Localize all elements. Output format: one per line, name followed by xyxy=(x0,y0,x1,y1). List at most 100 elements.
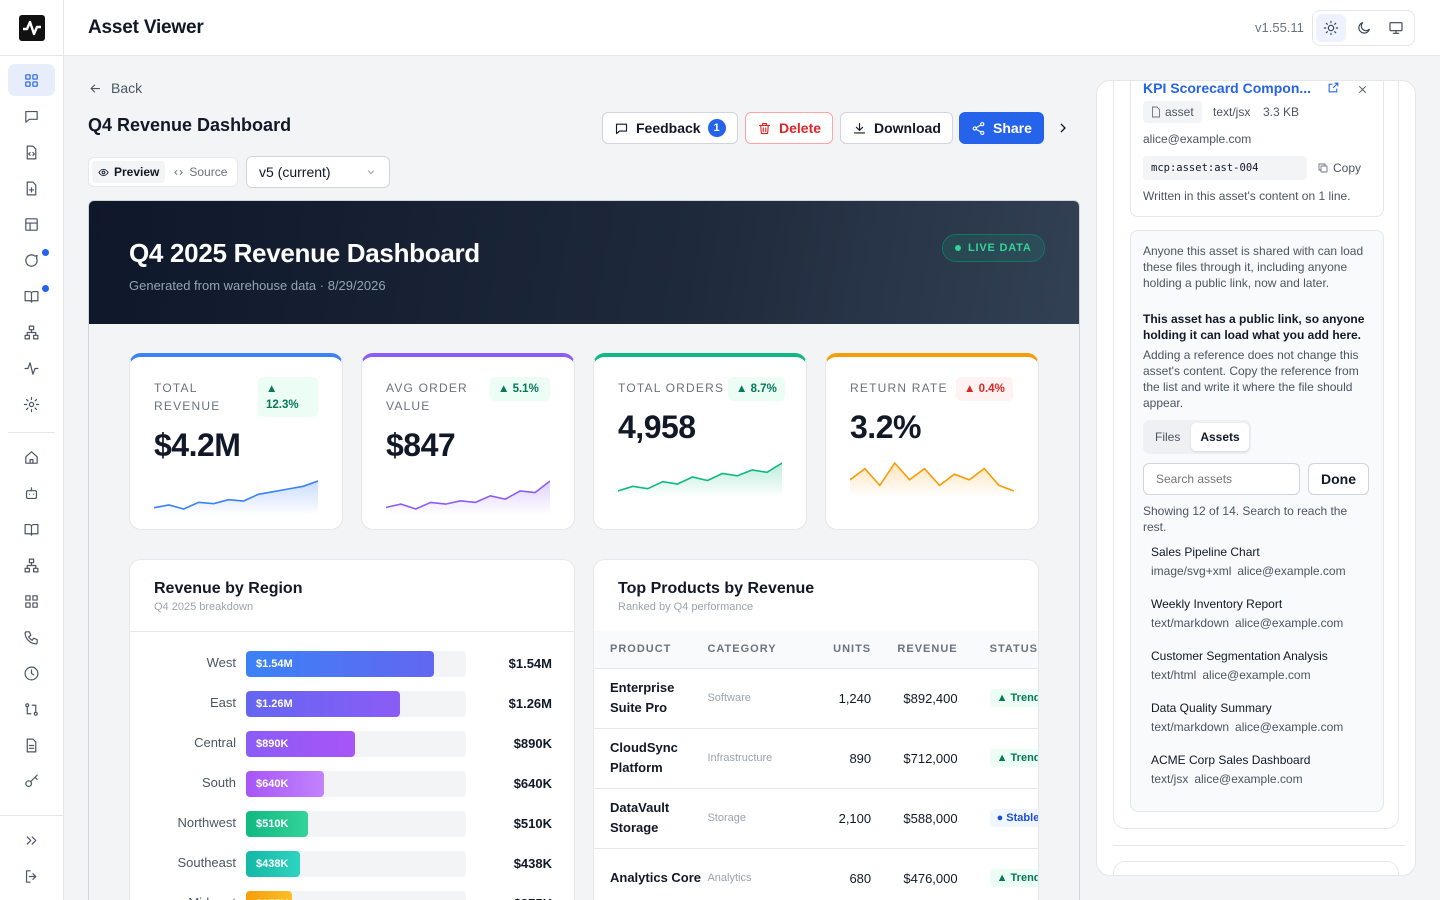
kpi-value: $4.2M xyxy=(154,427,241,463)
nav-git-compare-icon[interactable] xyxy=(8,693,55,725)
status-badge: ▲ Trending xyxy=(989,749,1038,767)
nav-bot-icon[interactable] xyxy=(8,477,55,509)
top-bar: Asset Viewer v1.55.11 xyxy=(64,0,1440,56)
region-bar-row: East $1.26M $1.26M xyxy=(130,691,574,717)
external-link-icon[interactable] xyxy=(1327,81,1340,94)
copy-label: Copy xyxy=(1333,161,1362,175)
public-link-warning: This asset has a public link, so anyone … xyxy=(1143,312,1365,342)
done-button[interactable]: Done xyxy=(1308,463,1369,495)
asset-list-item[interactable]: Sales Pipeline Chart image/svg+xml alice@e… xyxy=(1143,543,1369,595)
back-link[interactable]: Back xyxy=(88,80,142,96)
app-logo[interactable] xyxy=(19,15,45,41)
asset-mime: text/html xyxy=(1151,668,1197,682)
nav-message-icon[interactable] xyxy=(8,100,55,132)
tab-files[interactable]: Files xyxy=(1155,430,1181,444)
nav-book-open-icon[interactable] xyxy=(8,280,55,312)
close-icon[interactable] xyxy=(1357,84,1368,95)
nav-key-icon[interactable] xyxy=(8,765,55,797)
bar-track xyxy=(246,891,466,900)
copy-reference-button[interactable]: Copy xyxy=(1317,161,1361,175)
kpi-value: $847 xyxy=(386,427,456,463)
region-value: $1.54M xyxy=(508,656,552,671)
kpi-sparkline xyxy=(850,461,1014,497)
kpi-card: RETURN RATE ▲ 0.4% 3.2% xyxy=(825,353,1039,530)
product-units: 680 xyxy=(800,848,872,900)
search-assets-input[interactable] xyxy=(1143,463,1300,495)
kpi-delta-badge: ▲ 0.4% xyxy=(956,377,1013,401)
nav-chat-bubble-icon[interactable] xyxy=(8,244,55,276)
arrow-left-icon xyxy=(90,83,100,93)
asset-list-item[interactable]: ACME Corp Sales Dashboard text/jsx alice@e… xyxy=(1143,751,1369,803)
asset-name: Data Quality Summary xyxy=(1151,701,1272,715)
nav-document-icon[interactable] xyxy=(8,729,55,761)
nav-activity-icon[interactable] xyxy=(8,352,55,384)
panel-subtitle: Q4 2025 breakdown xyxy=(154,601,254,613)
tab-assets[interactable]: Assets xyxy=(1191,423,1249,451)
region-bar: $890K xyxy=(246,731,355,757)
kpi-sparkline xyxy=(618,462,782,497)
nav-network-icon[interactable] xyxy=(8,316,55,348)
asset-owner: alice@example.com xyxy=(1237,564,1346,578)
nav-file-code-icon[interactable] xyxy=(8,136,55,168)
kpi-value: 4,958 xyxy=(618,409,696,445)
share-button[interactable]: Share xyxy=(959,112,1044,144)
column-header[interactable]: PRODUCT xyxy=(594,631,708,669)
product-name: CloudSync Platform xyxy=(594,728,708,789)
reference-instructions: Adding a reference does not change this … xyxy=(1143,348,1359,410)
eye-icon xyxy=(98,168,109,176)
live-data-badge: LIVE DATA xyxy=(942,234,1045,262)
nav-apps-icon[interactable] xyxy=(8,585,55,617)
product-name: Enterprise Suite Pro xyxy=(594,668,708,729)
column-header[interactable]: UNITS xyxy=(800,631,872,669)
tab-preview[interactable]: Preview xyxy=(92,161,166,183)
column-header[interactable]: REVENUE xyxy=(871,631,958,669)
nav-gear-icon[interactable] xyxy=(8,388,55,420)
column-header[interactable]: CATEGORY xyxy=(707,631,801,669)
asset-name: Weekly Inventory Report xyxy=(1151,597,1283,611)
region-bar: $438K xyxy=(246,851,300,877)
dark-theme-button[interactable] xyxy=(1349,14,1379,42)
nav-hierarchy-icon[interactable] xyxy=(8,549,55,581)
asset-type-pill: asset xyxy=(1143,101,1202,123)
logout-icon[interactable] xyxy=(8,860,55,892)
table-row[interactable]: Analytics Core Analytics 680 $476,000 ▲ Tren… xyxy=(594,848,1038,900)
asset-preview-frame: Q4 2025 Revenue Dashboard Generated from… xyxy=(88,200,1080,900)
asset-list-item[interactable]: Data Quality Summary text/markdown alice@e… xyxy=(1143,699,1369,751)
nav-book-icon[interactable] xyxy=(8,513,55,545)
sidebar xyxy=(0,0,64,900)
tab-source[interactable]: Source xyxy=(167,161,233,183)
system-theme-button[interactable] xyxy=(1381,14,1411,42)
nav-phone-icon[interactable] xyxy=(8,621,55,653)
version-select[interactable]: v5 (current) xyxy=(246,156,390,188)
tab-preview-label: Preview xyxy=(114,165,160,179)
product-revenue: $588,000 xyxy=(871,788,958,849)
asset-mime: text/jsx xyxy=(1151,772,1189,786)
download-button[interactable]: Download xyxy=(840,112,953,144)
asset-reference[interactable]: mcp:asset:ast-004 xyxy=(1143,156,1307,180)
sparkline-line xyxy=(850,461,1014,492)
table-row[interactable]: DataVault Storage Storage 2,100 $588,000 ● S… xyxy=(594,788,1038,849)
product-units: 890 xyxy=(800,728,872,789)
table-row[interactable]: CloudSync Platform Infrastructure 890 $712,… xyxy=(594,728,1038,789)
nav-clock-icon[interactable] xyxy=(8,657,55,689)
nav-table-icon[interactable] xyxy=(8,208,55,240)
region-bar: $375K xyxy=(246,891,292,900)
chevron-right-icon[interactable] xyxy=(1055,120,1071,136)
product-units: 2,100 xyxy=(800,788,872,849)
nav-grid-icon[interactable] xyxy=(8,64,55,96)
version-select-value: v5 (current) xyxy=(259,164,331,180)
asset-list-item[interactable]: Customer Segmentation Analysis text/html a… xyxy=(1143,647,1369,699)
region-name: East xyxy=(209,695,236,710)
delete-button[interactable]: Delete xyxy=(745,112,834,144)
nav-home-icon[interactable] xyxy=(8,441,55,473)
feedback-button[interactable]: Feedback 1 xyxy=(602,112,738,144)
table-row[interactable]: Enterprise Suite Pro Software 1,240 $892,40… xyxy=(594,668,1038,729)
column-header[interactable]: STATUS xyxy=(957,631,1038,669)
asset-list-item[interactable]: Weekly Inventory Report text/markdown alic… xyxy=(1143,595,1369,647)
product-revenue: $712,000 xyxy=(871,728,958,789)
asset-title-link[interactable]: KPI Scorecard Compon... xyxy=(1143,80,1312,96)
region-bar: $1.26M xyxy=(246,691,400,717)
nav-file-plus-icon[interactable] xyxy=(8,172,55,204)
light-theme-button[interactable] xyxy=(1316,14,1346,42)
expand-sidebar-icon[interactable] xyxy=(8,824,55,856)
